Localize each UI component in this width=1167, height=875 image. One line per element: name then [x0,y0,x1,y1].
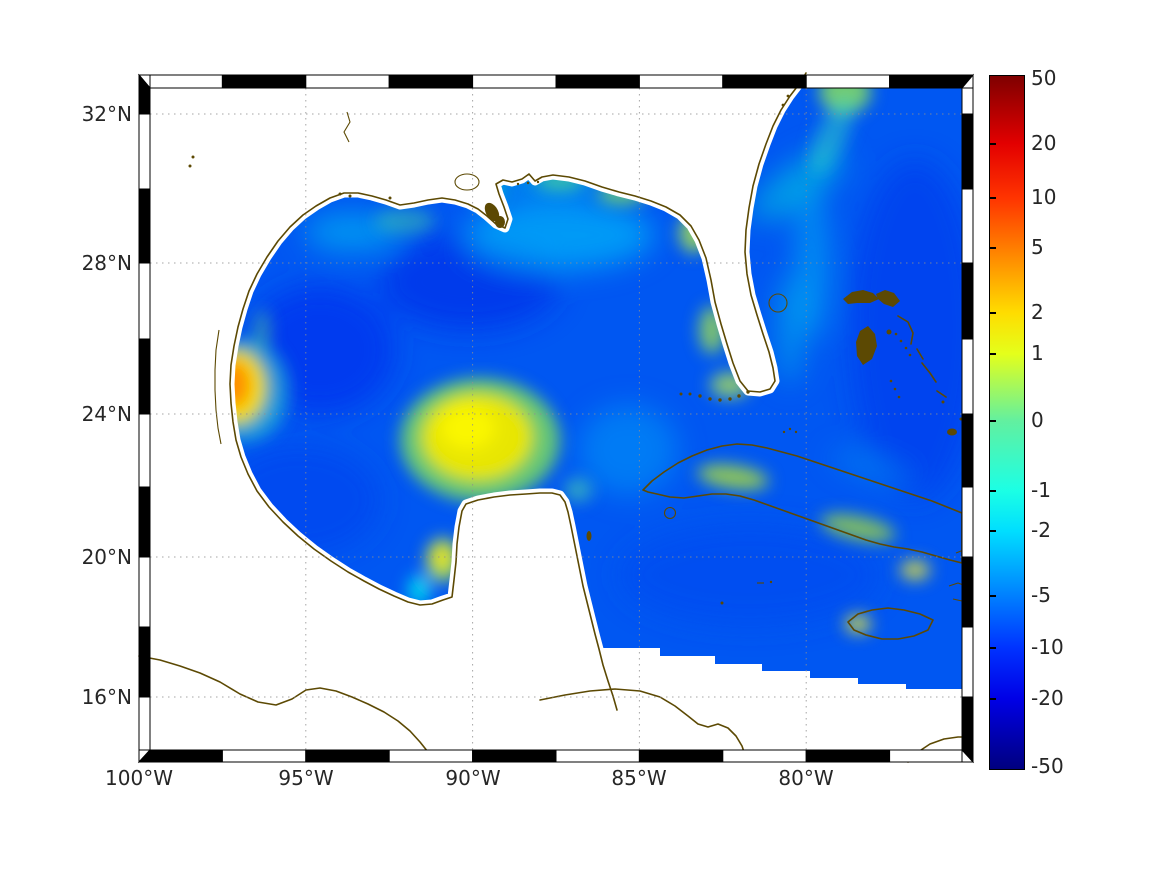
colorbar-label-m2: -2 [1031,518,1051,542]
graticule-gridlines [150,88,962,750]
honduras-coastline [539,688,745,753]
colorbar-label-m10: -10 [1031,635,1064,659]
colorbar-label-1: 1 [1031,341,1044,365]
colorbar-tick [989,530,996,532]
colorbar-tick [989,420,996,422]
colorbar-tick [989,353,996,355]
lon-tick-100w: 100°W [105,766,173,790]
colorbar-label-20: 20 [1031,131,1057,155]
colorbar-label-10: 10 [1031,185,1057,209]
lake-okeechobee-outline [768,293,788,313]
colorbar-tick [989,197,996,199]
colorbar-label-50: 50 [1031,66,1057,90]
isla-juventud-outline [663,506,677,520]
lat-tick-28n: 28°N [81,251,132,275]
cuba-coastline [642,443,963,564]
texas-lagoon-line [214,329,222,445]
lon-tick-95w: 95°W [278,766,334,790]
colorbar-label-5: 5 [1031,235,1044,259]
colorbar-label-2: 2 [1031,300,1044,324]
river-squiggle [343,111,351,143]
lat-tick-24n: 24°N [81,402,132,426]
jamaica-coastline [847,607,934,640]
colorbar-tick [989,490,996,492]
bahamas-islands [843,290,963,436]
colorbar-tick [989,143,996,145]
lat-tick-20n: 20°N [81,545,132,569]
colorbar-tick [989,595,996,597]
colorbar-tick [989,312,996,314]
colorbar-label-m5: -5 [1031,583,1051,607]
colorbar-tick [989,647,996,649]
lat-tick-32n: 32°N [81,102,132,126]
colorbar-tick [989,247,996,249]
pacific-coastline [138,655,429,753]
colorbar-label-m20: -20 [1031,686,1064,710]
mainland-coastline [229,72,807,711]
data-mask-southeast [540,648,962,750]
map-frame [137,73,975,764]
colorbar-label-m1: -1 [1031,478,1051,502]
lat-tick-16n: 16°N [81,685,132,709]
colorbar [989,75,1025,770]
colorbar-label-m50: -50 [1031,754,1064,778]
coastline-group [138,72,967,763]
lon-tick-90w: 90°W [445,766,501,790]
colorbar-label-0: 0 [1031,408,1044,432]
lon-tick-80w: 80°W [778,766,834,790]
lon-tick-85w: 85°W [611,766,667,790]
lake-pontchartrain-outline [454,173,480,191]
colorbar-tick [989,698,996,700]
